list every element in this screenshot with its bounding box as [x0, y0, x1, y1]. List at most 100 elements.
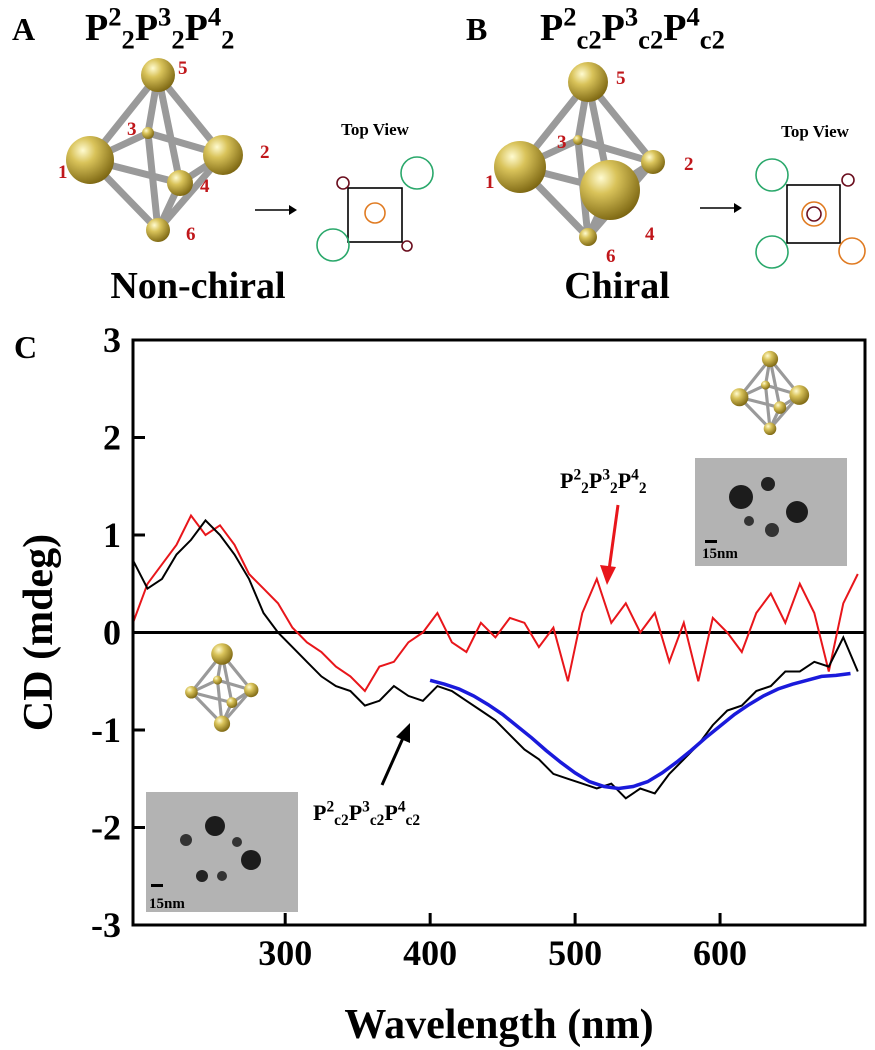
- stick: [154, 71, 184, 187]
- gold-sphere: [761, 350, 779, 368]
- formula-sub: 2: [122, 24, 135, 54]
- formula-base: P: [618, 468, 631, 493]
- gold-sphere: [203, 135, 243, 175]
- formula-base: P: [85, 7, 108, 49]
- formula-base: P: [135, 7, 158, 49]
- y-tick-label: 1: [103, 515, 121, 555]
- gold-sphere: [568, 62, 608, 102]
- vertex-number: 1: [58, 162, 68, 183]
- gold-sphere: [494, 141, 546, 193]
- formula-sub: 2: [221, 24, 234, 54]
- formula-sub: c2: [638, 24, 663, 54]
- octahedron: [66, 58, 243, 242]
- vertex-number: 5: [616, 68, 626, 89]
- tem-inset: [695, 458, 847, 566]
- gold-sphere: [641, 150, 665, 174]
- panel-caption: Non-chiral: [110, 265, 285, 307]
- gold-sphere: [167, 170, 193, 196]
- formula-sub: c2: [334, 812, 349, 829]
- gold-sphere: [730, 388, 749, 407]
- formula-sup: 2: [563, 2, 576, 32]
- annotation: P22P32P42: [560, 467, 647, 497]
- gold-sphere: [226, 697, 238, 708]
- formula-sup: 3: [602, 467, 610, 484]
- formula-sup: 4: [686, 2, 699, 32]
- formula-base: P: [384, 800, 397, 825]
- gold-sphere: [761, 380, 770, 390]
- stick: [768, 357, 782, 410]
- gold-sphere: [244, 682, 259, 698]
- formula-sup: 2: [108, 2, 121, 32]
- vertex-number: 5: [178, 58, 188, 79]
- formula-base: P: [663, 7, 686, 49]
- formula-base: P: [349, 800, 362, 825]
- x-tick-label: 600: [693, 933, 747, 973]
- formula-base: P: [313, 800, 326, 825]
- formula-sub: 2: [610, 480, 618, 497]
- top-view-diagram: [700, 158, 866, 269]
- annotation-arrow: [600, 504, 620, 585]
- panel-letter: B: [466, 11, 487, 47]
- gold-sphere: [213, 715, 231, 732]
- vertex-number: 2: [684, 154, 694, 175]
- formula-base: P: [560, 468, 573, 493]
- formula-sub: c2: [700, 24, 725, 54]
- formula-base: P: [540, 7, 563, 49]
- y-tick-label: -3: [91, 905, 121, 945]
- panel-letter: A: [12, 11, 35, 47]
- formula-sup: 4: [631, 467, 639, 484]
- y-tick-label: -2: [91, 808, 121, 848]
- gold-sphere: [789, 385, 810, 405]
- panel-title: P2c2P3c2P4c2: [540, 2, 725, 55]
- gold-sphere: [185, 685, 198, 699]
- y-axis-label: CD (mdeg): [16, 534, 62, 731]
- x-tick-label: 500: [548, 933, 602, 973]
- gold-sphere: [142, 127, 154, 139]
- stick: [574, 136, 657, 166]
- gold-sphere: [763, 422, 777, 436]
- data-line: [132, 518, 859, 800]
- formula-sup: 2: [326, 799, 334, 816]
- gold-sphere: [146, 218, 170, 242]
- gold-sphere: [573, 135, 583, 145]
- vertex-number: 4: [645, 224, 655, 245]
- stick: [144, 129, 162, 234]
- formula-base: P: [589, 468, 602, 493]
- formula-sup: 3: [362, 799, 370, 816]
- panel-title: P22P32P42: [85, 2, 234, 55]
- scale-bar-label: 15nm: [149, 896, 185, 912]
- formula-sub: c2: [370, 812, 385, 829]
- tem-inset: [146, 792, 298, 912]
- vertex-number: 1: [485, 172, 495, 193]
- y-tick-label: 2: [103, 418, 121, 458]
- formula-sub: c2: [577, 24, 602, 54]
- annotation-arrow: [380, 723, 410, 786]
- stick: [189, 690, 234, 705]
- vertex-number: 3: [127, 119, 137, 140]
- x-tick-label: 300: [258, 933, 312, 973]
- formula-base: P: [185, 7, 208, 49]
- gold-sphere: [579, 228, 597, 246]
- gold-sphere: [580, 160, 640, 220]
- formula-sub: 2: [639, 480, 647, 497]
- gold-sphere: [141, 58, 175, 92]
- data-line: [429, 671, 851, 791]
- top-view-label: Top View: [781, 122, 850, 141]
- octahedron: [494, 62, 665, 246]
- x-axis-label: Wavelength (nm): [344, 1002, 653, 1048]
- formula-sub: 2: [171, 24, 184, 54]
- y-tick-label: 3: [103, 320, 121, 360]
- data-line: [132, 513, 859, 693]
- gold-sphere: [773, 401, 787, 414]
- x-tick-label: 400: [403, 933, 457, 973]
- vertex-number: 6: [186, 224, 196, 245]
- vertex-number: 2: [260, 142, 270, 163]
- vertex-number: 3: [557, 132, 567, 153]
- gold-sphere: [66, 136, 114, 184]
- formula-sup: 2: [573, 467, 581, 484]
- gold-sphere: [211, 643, 233, 665]
- annotation: P2c2P3c2P4c2: [313, 799, 420, 829]
